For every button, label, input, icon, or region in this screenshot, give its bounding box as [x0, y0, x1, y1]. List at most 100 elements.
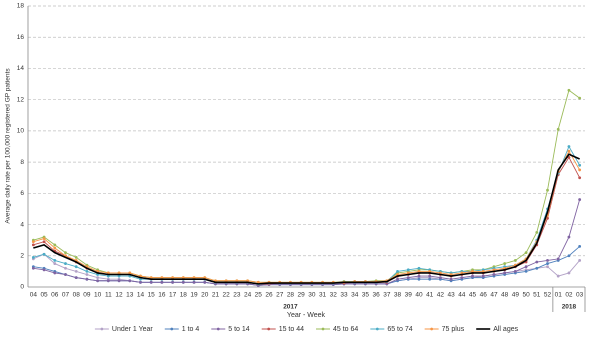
series-line	[33, 150, 581, 283]
data-point	[524, 265, 528, 269]
data-point	[117, 279, 121, 283]
x-tick-label: 28	[287, 292, 295, 299]
y-tick-label: 10	[17, 128, 25, 135]
data-point	[224, 279, 228, 283]
x-tick-label: 41	[426, 292, 434, 299]
x-tick-label: 45	[469, 292, 477, 299]
x-tick-label: 43	[447, 292, 455, 299]
x-tick-label: 34	[351, 292, 359, 299]
y-tick-label: 2	[20, 252, 24, 259]
data-point	[578, 176, 582, 180]
data-point	[567, 88, 571, 92]
data-point	[417, 277, 421, 281]
data-point	[481, 274, 485, 278]
series-line	[33, 145, 581, 285]
x-tick-label: 35	[362, 292, 370, 299]
data-point	[567, 149, 571, 153]
data-point	[85, 269, 89, 273]
data-point	[171, 280, 175, 284]
x-tick-label: 12	[115, 292, 123, 299]
legend-label: Under 1 Year	[112, 326, 154, 333]
legend-item: 5 to 14	[211, 326, 250, 333]
y-tick-label: 0	[20, 284, 24, 291]
data-point	[74, 265, 78, 269]
data-point	[578, 198, 582, 201]
data-point	[85, 273, 89, 276]
x-tick-label: 06	[51, 292, 59, 299]
data-point	[406, 276, 410, 280]
data-point	[31, 243, 35, 247]
series-line	[33, 199, 581, 286]
data-point	[42, 268, 46, 272]
data-point	[556, 274, 560, 278]
x-tick-label: 18	[180, 292, 188, 299]
data-point	[117, 271, 121, 275]
data-point	[139, 280, 142, 284]
x-tick-label: 33	[340, 292, 348, 299]
data-point	[64, 273, 67, 276]
data-point	[53, 262, 57, 265]
x-tick-label: 24	[244, 292, 252, 299]
x-tick-label: 22	[223, 292, 231, 299]
y-tick-label: 14	[17, 65, 25, 72]
series-line	[33, 156, 581, 285]
x-tick-label: 11	[105, 292, 112, 299]
data-point	[449, 277, 453, 281]
x-tick-label: 14	[137, 292, 145, 299]
data-point	[246, 279, 249, 283]
x-tick-label: 44	[458, 292, 466, 299]
data-point	[417, 269, 421, 273]
x-tick-label: 48	[501, 292, 509, 299]
legend-label: 75 plus	[442, 326, 465, 333]
x-tick-label: 47	[490, 292, 498, 299]
legend-marker	[267, 327, 271, 331]
legend-item: 75 plus	[424, 326, 465, 333]
data-point	[96, 276, 100, 280]
x-tick-label: 26	[265, 292, 273, 299]
data-point	[546, 265, 549, 269]
legend-label: 15 to 44	[279, 326, 304, 333]
y-tick-label: 8	[20, 159, 24, 166]
y-tick-label: 16	[17, 34, 25, 41]
data-point	[53, 271, 57, 275]
data-point	[546, 259, 549, 262]
x-tick-label: 52	[544, 292, 552, 299]
data-point	[74, 269, 78, 273]
data-point	[567, 254, 571, 258]
data-point	[106, 274, 110, 278]
data-point	[53, 259, 57, 262]
x-tick-label: 30	[308, 292, 316, 299]
data-point	[503, 271, 507, 275]
legend-item: All ages	[476, 326, 519, 333]
legend-marker	[321, 327, 325, 331]
x-group-label: 2018	[562, 304, 577, 311]
data-point	[85, 277, 89, 281]
legend-label: 65 to 74	[387, 326, 412, 333]
legend: Under 1 Year 1 to 4 5 to 14 15 to 44 45 to 6…	[94, 326, 519, 333]
data-point	[556, 257, 560, 261]
legend-marker	[375, 327, 379, 331]
data-point	[567, 271, 571, 275]
x-tick-label: 09	[83, 292, 91, 299]
data-point	[417, 274, 421, 278]
x-tick-label: 32	[330, 292, 338, 299]
legend-marker	[170, 327, 174, 331]
data-point	[160, 276, 164, 280]
data-point	[578, 168, 582, 172]
data-point	[96, 279, 100, 283]
data-point	[53, 246, 57, 250]
data-point	[53, 243, 57, 247]
x-tick-label: 19	[190, 292, 198, 299]
data-point	[42, 240, 46, 244]
legend-item: 45 to 64	[316, 326, 358, 333]
data-point	[106, 279, 110, 283]
legend-marker	[430, 327, 434, 331]
y-tick-label: 12	[17, 96, 25, 103]
data-point	[471, 269, 474, 273]
x-tick-label: 20	[201, 292, 209, 299]
data-point	[546, 262, 549, 265]
x-tick-label: 25	[255, 292, 263, 299]
x-tick-label: 15	[148, 292, 156, 299]
x-tick-label: 36	[373, 292, 381, 299]
data-point	[31, 255, 35, 259]
